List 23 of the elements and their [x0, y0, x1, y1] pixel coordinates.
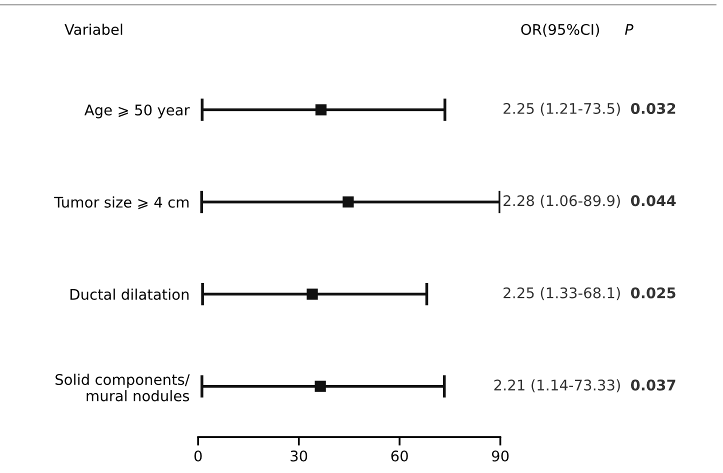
point	[306, 288, 318, 300]
x-tick-label: 0	[194, 450, 202, 462]
x-tick-label: 30	[290, 450, 308, 462]
text: 0.032	[630, 102, 676, 114]
text: 0.025	[630, 287, 676, 298]
y-tick-label: Solid components/ mural nodules	[56, 374, 190, 402]
x-tick-label: 60	[391, 450, 408, 462]
text: Variabel	[64, 24, 122, 35]
y-tick-label: Tumor size ⩾ 4 cm	[54, 196, 189, 210]
point	[342, 196, 354, 208]
text: 0.044	[630, 195, 676, 206]
y-tick-label: Age ⩾ 50 year	[84, 104, 190, 118]
text: 0.037	[630, 380, 676, 391]
text: 2.25 (1.21-73.5)	[504, 102, 620, 116]
y-tick-label: Ductal dilatation	[70, 288, 189, 300]
text: OR(95%CI)	[521, 24, 600, 37]
text: 2.25 (1.33-68.1)	[504, 287, 620, 300]
point	[314, 380, 326, 392]
text: P	[625, 24, 634, 35]
x-tick-label: 90	[492, 450, 509, 462]
point	[315, 104, 327, 116]
text: 2.28 (1.06-89.9)	[504, 194, 620, 208]
annotation: 2.21 (1.14-73.33)	[494, 379, 620, 392]
